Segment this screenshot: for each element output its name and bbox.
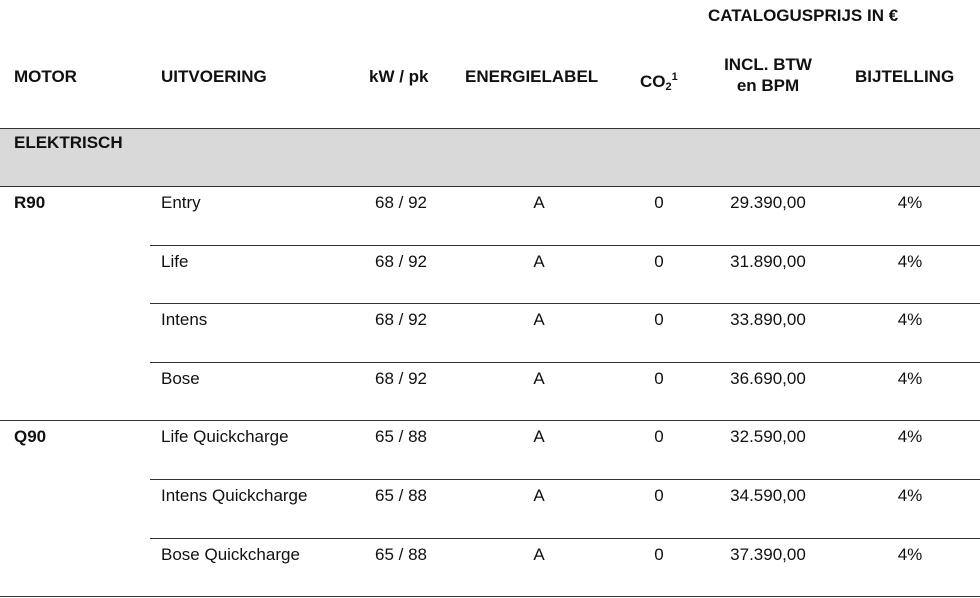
cell-kw-pk: 68 / 92 bbox=[375, 193, 427, 212]
row-divider bbox=[150, 245, 980, 246]
cell-price: 31.890,00 bbox=[730, 251, 806, 271]
section-divider bbox=[0, 186, 980, 187]
cell-bijtelling: 4% bbox=[897, 486, 923, 505]
cell-kw-pk: 65 / 88 bbox=[375, 486, 427, 505]
cell-price: 37.390,00 bbox=[730, 544, 806, 564]
row-divider bbox=[150, 479, 980, 480]
cell-bijtelling: 4% bbox=[897, 368, 923, 388]
cell-co2: 0 bbox=[654, 544, 664, 564]
header-co2-sub: 2 bbox=[665, 81, 672, 93]
cell-bijtelling: 4% bbox=[897, 193, 923, 212]
cell-bijtelling: 4% bbox=[897, 427, 923, 447]
header-motor: MOTOR bbox=[14, 67, 77, 86]
cell-energielabel: A bbox=[533, 486, 545, 505]
header-energielabel: ENERGIELABEL bbox=[465, 67, 599, 86]
cell-price: 33.890,00 bbox=[730, 310, 806, 330]
cell-co2: 0 bbox=[654, 427, 664, 447]
cell-co2: 0 bbox=[654, 251, 664, 271]
cell-energielabel: A bbox=[533, 544, 545, 564]
cell-kw-pk: 68 / 92 bbox=[375, 368, 427, 388]
cell-motor: Q90 bbox=[14, 427, 47, 447]
cell-energielabel: A bbox=[533, 193, 545, 212]
cell-uitvoering: Life bbox=[161, 251, 189, 271]
cell-price: 34.590,00 bbox=[730, 486, 806, 505]
cell-energielabel: A bbox=[533, 368, 545, 388]
cell-uitvoering: Intens bbox=[161, 310, 208, 330]
row-divider bbox=[150, 303, 980, 304]
cell-price: 36.690,00 bbox=[730, 368, 806, 388]
cell-price: 29.390,00 bbox=[730, 193, 806, 212]
cell-kw-pk: 65 / 88 bbox=[375, 427, 427, 447]
cell-motor: R90 bbox=[14, 193, 46, 212]
section-label: ELEKTRISCH bbox=[14, 133, 123, 152]
row-divider bbox=[150, 362, 980, 363]
cell-uitvoering: Intens Quickcharge bbox=[161, 486, 308, 505]
header-price-group: CATALOGUSPRIJS IN € bbox=[708, 6, 899, 25]
cell-co2: 0 bbox=[654, 486, 664, 505]
cell-bijtelling: 4% bbox=[897, 310, 923, 330]
header-uitvoering: UITVOERING bbox=[161, 67, 267, 86]
header-kw-pk: kW / pk bbox=[369, 67, 429, 86]
cell-bijtelling: 4% bbox=[897, 251, 923, 271]
cell-co2: 0 bbox=[654, 193, 664, 212]
header-co2: CO21 bbox=[640, 67, 678, 97]
header-price-line2: en BPM bbox=[736, 76, 800, 95]
cell-co2: 0 bbox=[654, 368, 664, 388]
cell-energielabel: A bbox=[533, 427, 545, 447]
cell-kw-pk: 65 / 88 bbox=[375, 544, 427, 564]
header-co2-main: CO bbox=[640, 72, 666, 91]
header-co2-sup: 1 bbox=[671, 71, 678, 83]
header-divider bbox=[0, 128, 980, 129]
cell-kw-pk: 68 / 92 bbox=[375, 251, 427, 271]
cell-kw-pk: 68 / 92 bbox=[375, 310, 427, 330]
section-band bbox=[0, 129, 980, 186]
cell-uitvoering: Bose bbox=[161, 368, 200, 388]
cell-price: 32.590,00 bbox=[730, 427, 806, 447]
group-divider bbox=[0, 420, 980, 421]
cell-uitvoering: Bose Quickcharge bbox=[161, 544, 300, 564]
cell-uitvoering: Life Quickcharge bbox=[161, 427, 289, 447]
cell-energielabel: A bbox=[533, 251, 545, 271]
row-divider bbox=[150, 538, 980, 539]
header-bijtelling: BIJTELLING bbox=[855, 67, 955, 86]
header-price-line1: INCL. BTW bbox=[724, 55, 812, 74]
group-divider bbox=[0, 596, 980, 597]
cell-energielabel: A bbox=[533, 310, 545, 330]
cell-bijtelling: 4% bbox=[897, 544, 923, 564]
cell-uitvoering: Entry bbox=[161, 193, 201, 212]
cell-co2: 0 bbox=[654, 310, 664, 330]
